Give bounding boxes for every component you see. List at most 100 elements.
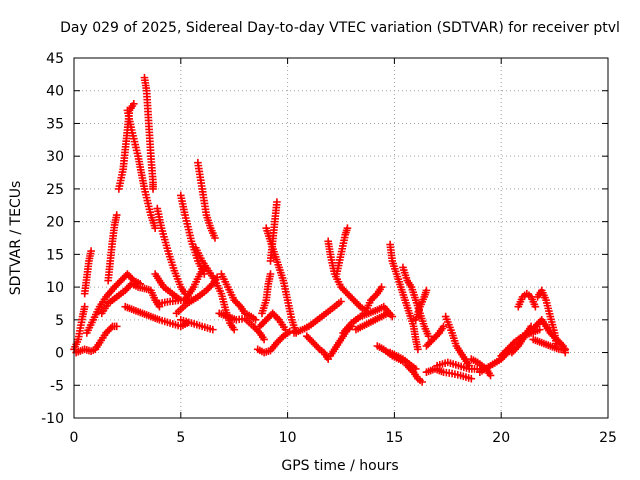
- series-track-07: [115, 100, 138, 193]
- series-track-03: [72, 322, 121, 357]
- x-tick-label: 10: [279, 430, 297, 446]
- data-point: [165, 250, 173, 258]
- x-tick-label: 5: [176, 430, 185, 446]
- y-tick-label: 0: [55, 346, 64, 362]
- series-track-33: [352, 309, 392, 334]
- data-point: [260, 335, 268, 344]
- series-track-06: [97, 280, 164, 318]
- series-track-39: [403, 361, 426, 386]
- data-point: [414, 345, 422, 354]
- series-track-25: [266, 198, 281, 265]
- data-point: [535, 325, 544, 334]
- data-point: [87, 247, 95, 255]
- series-track-20: [217, 270, 260, 324]
- data-point: [188, 240, 197, 248]
- series-track-49: [514, 289, 540, 311]
- data-point: [200, 263, 209, 272]
- y-tick-label: 15: [46, 247, 64, 263]
- data-point: [388, 312, 397, 321]
- x-tick-label: 20: [492, 430, 510, 446]
- series-track-08: [123, 106, 159, 232]
- data-point: [467, 374, 476, 383]
- data-point: [337, 297, 345, 306]
- data-point: [149, 185, 157, 193]
- series-track-22: [253, 327, 294, 357]
- series-track-38: [399, 263, 433, 340]
- series-track-17: [181, 263, 209, 304]
- y-tick-label: 10: [46, 280, 64, 296]
- series-track-09: [140, 73, 157, 193]
- data-point: [166, 252, 174, 261]
- series-track-12: [121, 302, 192, 331]
- data-point: [439, 322, 448, 331]
- data-point: [187, 237, 196, 246]
- data-point: [159, 230, 167, 238]
- data-point: [561, 345, 570, 354]
- data-point: [424, 332, 433, 340]
- data-point: [377, 283, 386, 291]
- data-point: [251, 316, 260, 324]
- series-track-30: [324, 237, 369, 314]
- series-track-10: [153, 204, 189, 298]
- data-points: [70, 73, 570, 386]
- data-point: [384, 309, 392, 318]
- data-point: [343, 224, 352, 232]
- data-point: [80, 302, 89, 311]
- data-point: [168, 261, 177, 269]
- axis-ticks: -10 -5 0 5 10 15 20 25 30 35 40 45 0 5 10 15 20 25: [41, 51, 617, 446]
- series-track-28: [303, 332, 332, 363]
- data-point: [273, 198, 281, 206]
- chart-title: Day 029 of 2025, Sidereal Day-to-day VTE…: [60, 20, 620, 36]
- data-point: [162, 241, 171, 250]
- data-point: [465, 361, 473, 370]
- y-tick-label: 35: [46, 116, 64, 132]
- data-point: [418, 378, 426, 386]
- series-track-04: [104, 211, 121, 285]
- data-point: [281, 325, 290, 334]
- x-tick-label: 15: [385, 430, 403, 446]
- y-tick-label: 30: [46, 149, 64, 165]
- y-tick-label: 20: [46, 215, 64, 231]
- series-track-42: [411, 286, 431, 324]
- data-point: [167, 258, 176, 267]
- series-track-31: [332, 224, 352, 278]
- data-point: [158, 227, 167, 235]
- y-tick-label: -10: [41, 411, 64, 427]
- y-tick-label: -5: [50, 378, 64, 394]
- data-point: [130, 100, 138, 108]
- data-point: [169, 264, 178, 272]
- data-point: [112, 322, 121, 331]
- series-track-18: [172, 273, 221, 318]
- x-axis-label: GPS time / hours: [281, 458, 398, 474]
- data-point: [422, 286, 431, 295]
- plot-frame: [73, 57, 609, 419]
- series-track-44: [441, 312, 473, 370]
- data-point: [531, 302, 540, 311]
- series-track-02: [80, 247, 95, 298]
- y-tick-label: 40: [46, 84, 64, 100]
- data-point: [164, 247, 172, 255]
- series-track-26: [256, 309, 290, 334]
- series-track-15: [194, 158, 219, 242]
- x-tick-label: 0: [70, 430, 79, 446]
- data-point: [285, 327, 294, 336]
- series-track-52: [529, 335, 570, 354]
- data-point: [211, 234, 219, 242]
- series-track-34: [360, 283, 386, 318]
- data-point: [266, 270, 275, 278]
- data-point: [112, 211, 121, 219]
- y-tick-label: 25: [46, 182, 64, 198]
- data-point: [160, 232, 168, 241]
- data-point: [166, 255, 175, 264]
- series-track-21: [215, 309, 268, 344]
- series-track-37: [386, 240, 422, 354]
- data-point: [163, 244, 171, 253]
- data-point: [486, 371, 495, 380]
- data-point: [160, 235, 169, 244]
- y-tick-label: 5: [55, 313, 64, 329]
- series-track-27: [290, 297, 345, 337]
- y-axis-label: SDTVAR / TECUs: [8, 181, 24, 296]
- data-point: [161, 238, 170, 247]
- series-track-41: [422, 322, 448, 350]
